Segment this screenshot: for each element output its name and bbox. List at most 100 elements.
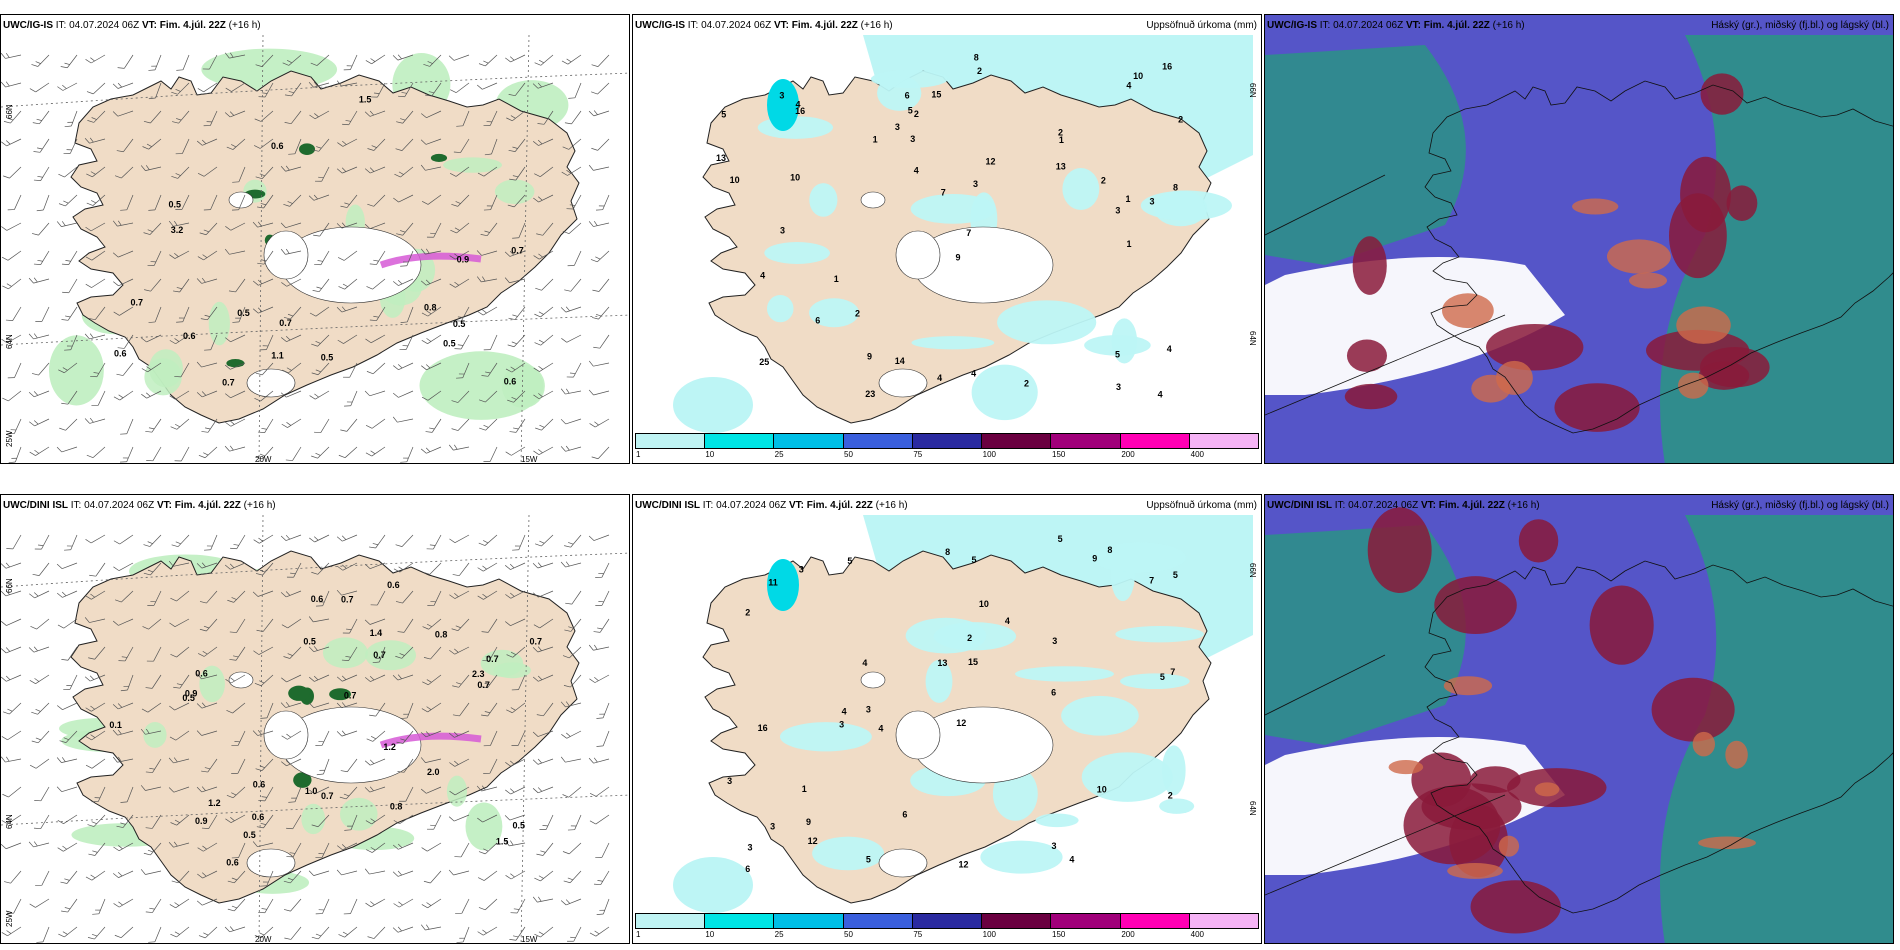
boundary-line [1265, 794, 1506, 896]
wind-barb [312, 138, 330, 152]
high-cloud-area [1700, 73, 1744, 115]
wind-barb [449, 534, 470, 543]
wind-barb [534, 534, 554, 547]
wind-barb [450, 222, 470, 234]
colorbar-swatch [843, 914, 913, 928]
rain-area [339, 797, 378, 831]
wind-barb [7, 362, 22, 379]
precip-values: 5131234623114538127595641031232153479102… [727, 534, 1178, 874]
precip-area [1061, 695, 1139, 736]
wind-barb [1, 250, 22, 261]
wind-barb [532, 138, 554, 146]
wind-barb [196, 138, 218, 146]
wind-barb [505, 870, 526, 880]
precip-value-label: 6 [745, 864, 750, 874]
wind-barb [505, 54, 526, 63]
wind-barb [198, 446, 218, 459]
wind-barb [8, 446, 22, 463]
precip-area [925, 659, 953, 703]
boundary-line [1265, 314, 1506, 416]
wind-barb [140, 728, 162, 735]
rain-area [48, 335, 104, 406]
wind-barb [564, 278, 582, 292]
rain-value-label: 1.1 [271, 350, 284, 360]
wind-barb [336, 702, 358, 709]
precip-value-label: 6 [905, 90, 910, 100]
precip-area [905, 617, 987, 654]
wind-barb [141, 334, 162, 343]
wind-barb [448, 869, 470, 876]
wind-barb [32, 562, 50, 576]
wind-barb [480, 222, 498, 237]
wind-barb [28, 277, 50, 284]
wind-barb [481, 702, 498, 717]
wind-barb [170, 646, 190, 658]
wind-barb [400, 702, 414, 719]
precip-value-label: 15 [931, 90, 941, 100]
it-label: IT: [55, 20, 67, 31]
graticule [1, 514, 629, 943]
model-name: UWC/DINI ISL [635, 500, 700, 511]
wind-barb [281, 418, 302, 428]
wind-barb [252, 841, 274, 848]
wind-barb [364, 562, 386, 569]
rain-value-label: 0.7 [341, 594, 354, 604]
wind-barb [1, 138, 22, 147]
rain-area [493, 662, 532, 679]
wind-barb [172, 278, 190, 293]
wind-barb [568, 82, 582, 99]
wind-barb [588, 164, 610, 171]
wind-barb [477, 306, 498, 316]
wind-barb [201, 814, 218, 829]
wind-barb [170, 418, 190, 430]
wind-barb [532, 730, 554, 737]
vt-label: VT: [788, 500, 804, 511]
panel-header: UWC/DINI ISL IT: 04.07.2024 06Z VT: Fim.… [1267, 499, 1891, 513]
precip-value-label: 1 [802, 784, 807, 794]
precip-area [910, 194, 996, 224]
wind-barb [372, 646, 386, 664]
wind-barb [508, 306, 526, 320]
wind-barb [197, 166, 218, 177]
rain-value-label: 0.5 [453, 319, 466, 329]
wind-barb [508, 138, 526, 152]
precip-colorbar: 1 10 25 50 75 100 150 200 400 [635, 433, 1259, 461]
wind-barb [481, 362, 498, 377]
mixed-cloud-area [1498, 835, 1520, 857]
wind-barb [256, 194, 274, 209]
wind-barb [367, 926, 386, 939]
wind-barb [196, 562, 218, 569]
panel-header: UWC/IG-IS IT: 04.07.2024 06Z VT: Fim. 4.… [3, 19, 627, 33]
wind-barb [6, 534, 22, 550]
wind-barb [533, 362, 554, 372]
wind-barb [311, 926, 330, 940]
wind-barb [203, 110, 218, 127]
wind-barb [392, 416, 414, 423]
wind-barb [451, 618, 470, 631]
wind-barb [423, 54, 442, 67]
colorbar-swatch [774, 434, 844, 448]
wind-barb [308, 870, 330, 876]
wind-barb [113, 306, 134, 316]
colorbar-swatch [705, 434, 775, 448]
colorbar-tick-label: 75 [913, 450, 923, 459]
rain-value-label: 0.7 [222, 377, 235, 387]
glacier [228, 671, 254, 689]
wind-barb [452, 702, 470, 717]
wind-barb [1, 81, 22, 88]
wind-barb [504, 250, 526, 257]
colorbar-swatch [843, 434, 913, 448]
wind-barb [315, 730, 330, 746]
it-label: IT: [70, 500, 82, 511]
wind-barb [280, 590, 302, 598]
wind-barb [454, 334, 470, 350]
wind-barb [478, 534, 498, 546]
wind-barb [253, 646, 274, 655]
precip-panel-dini: UWC/DINI ISL IT: 04.07.2024 06Z VT: Fim.… [632, 494, 1262, 944]
precip-area [1140, 190, 1232, 221]
wind-barb [170, 814, 190, 826]
precip-value-label: 2 [745, 608, 750, 618]
wind-barb [85, 250, 106, 261]
glacier [263, 710, 309, 760]
wind-barb [200, 306, 218, 321]
